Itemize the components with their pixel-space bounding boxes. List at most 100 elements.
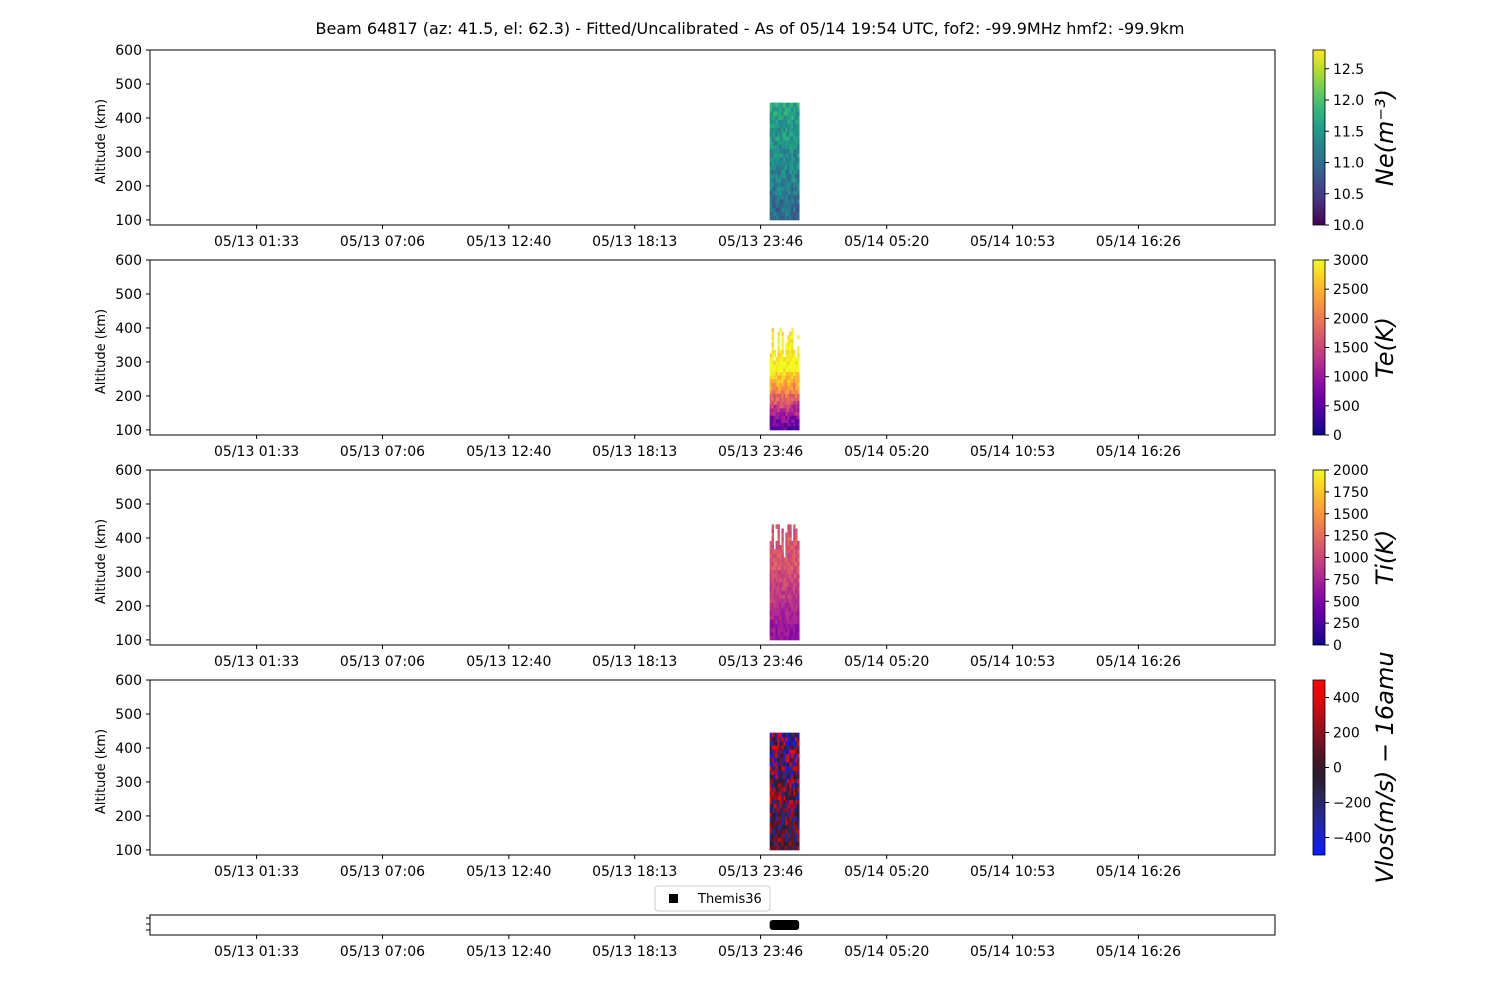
mode-axes-frame — [149, 914, 1276, 936]
heatmap-cell — [781, 198, 784, 204]
heatmap-cell — [777, 178, 780, 183]
heatmap-cell — [789, 578, 792, 583]
heatmap-cell — [789, 165, 792, 171]
heatmap-cell — [789, 540, 792, 546]
heatmap-cell — [773, 774, 776, 780]
heatmap-cell — [775, 152, 778, 158]
heatmap-cell — [791, 190, 794, 196]
heatmap-cell — [785, 342, 788, 347]
colorbar-tick-label: 11.0 — [1333, 156, 1364, 172]
colorbar-tick-label: 10.0 — [1333, 218, 1364, 234]
heatmap-cell — [773, 611, 776, 616]
heatmap-cell — [779, 418, 782, 424]
legend-marker — [669, 894, 678, 903]
heatmap-cell — [773, 812, 776, 817]
heatmap-cell — [781, 411, 784, 416]
heatmap-cell — [777, 736, 780, 742]
heatmap-cell — [789, 602, 792, 608]
x-tick-label: 05/14 16:26 — [1096, 234, 1181, 250]
heatmap-cell — [789, 111, 792, 116]
heatmap-cell — [779, 824, 782, 830]
heatmap-cell — [773, 207, 776, 212]
heatmap-cell — [789, 106, 792, 112]
heatmap-cell — [795, 845, 798, 851]
heatmap-cell — [781, 753, 784, 759]
heatmap-cell — [785, 828, 788, 834]
heatmap-cell — [777, 757, 780, 763]
heatmap-cell — [781, 812, 784, 817]
heatmap-cell — [783, 415, 786, 420]
heatmap-cell — [779, 161, 782, 166]
heatmap-cell — [791, 799, 794, 805]
heatmap-cell — [781, 774, 784, 780]
heatmap-cell — [795, 115, 798, 120]
heatmap-cell — [775, 623, 778, 628]
heatmap-cell — [775, 360, 778, 365]
heatmap-cell — [791, 106, 794, 112]
heatmap-cell — [781, 799, 784, 805]
heatmap-cell — [793, 182, 796, 187]
heatmap-cell — [795, 386, 798, 391]
heatmap-cell — [781, 757, 784, 763]
heatmap-cell — [787, 157, 790, 162]
heatmap-cell — [789, 342, 792, 347]
heatmap-cell — [785, 799, 788, 805]
heatmap-cell — [781, 824, 784, 830]
heatmap-cell — [791, 102, 794, 108]
heatmap-cell — [787, 528, 790, 534]
heatmap-cell — [777, 778, 780, 784]
heatmap-cell — [789, 753, 792, 759]
heatmap-cell — [797, 770, 800, 775]
heatmap-cell — [789, 761, 792, 767]
heatmap-cell — [795, 808, 798, 813]
heatmap-cell — [777, 418, 780, 424]
heatmap-cell — [787, 338, 790, 343]
heatmap-cell — [769, 386, 773, 391]
heatmap-cell — [783, 745, 786, 750]
heatmap-cell — [771, 745, 774, 750]
heatmap-cell — [769, 411, 773, 416]
heatmap-cell — [773, 565, 776, 571]
heatmap-cell — [779, 582, 782, 587]
heatmap-cell — [789, 635, 792, 641]
heatmap-cell — [797, 371, 800, 376]
heatmap-cell — [777, 422, 780, 427]
heatmap-cell — [793, 741, 796, 746]
heatmap-cell — [791, 418, 794, 424]
heatmap-cell — [797, 736, 800, 742]
heatmap-cell — [793, 837, 796, 842]
heatmap-cell — [779, 833, 782, 838]
heatmap-cell — [775, 766, 778, 771]
colorbar-gradient — [1312, 469, 1326, 646]
heatmap-cell — [781, 540, 784, 546]
heatmap-cell — [795, 606, 798, 612]
heatmap-cell — [779, 791, 782, 796]
heatmap-cell — [781, 211, 784, 217]
heatmap-cell — [795, 803, 798, 809]
heatmap-cell — [771, 371, 774, 376]
heatmap-cell — [795, 619, 798, 624]
heatmap-cell — [795, 400, 798, 405]
heatmap-cell — [783, 828, 786, 834]
heatmap-cell — [791, 422, 794, 427]
colorbar-tick-label: 1000 — [1333, 551, 1369, 567]
heatmap-cell — [775, 594, 778, 600]
heatmap-cell — [785, 606, 788, 612]
heatmap-cell — [773, 561, 776, 567]
heatmap-cell — [771, 545, 774, 550]
heatmap-cell — [781, 536, 784, 542]
heatmap-cell — [795, 770, 798, 775]
heatmap-cell — [783, 203, 786, 208]
heatmap-cell — [769, 824, 773, 830]
heatmap-cell — [779, 623, 782, 628]
axes-frame — [149, 679, 1276, 856]
heatmap-cell — [797, 845, 800, 851]
heatmap-cell — [775, 761, 778, 767]
heatmap-cell — [795, 194, 798, 200]
heatmap-cell — [773, 845, 776, 851]
heatmap-cell — [793, 360, 796, 365]
heatmap-cell — [773, 215, 776, 221]
heatmap-cell — [777, 127, 780, 133]
heatmap-cell — [771, 808, 774, 813]
y-tick-label: 200 — [115, 599, 142, 615]
